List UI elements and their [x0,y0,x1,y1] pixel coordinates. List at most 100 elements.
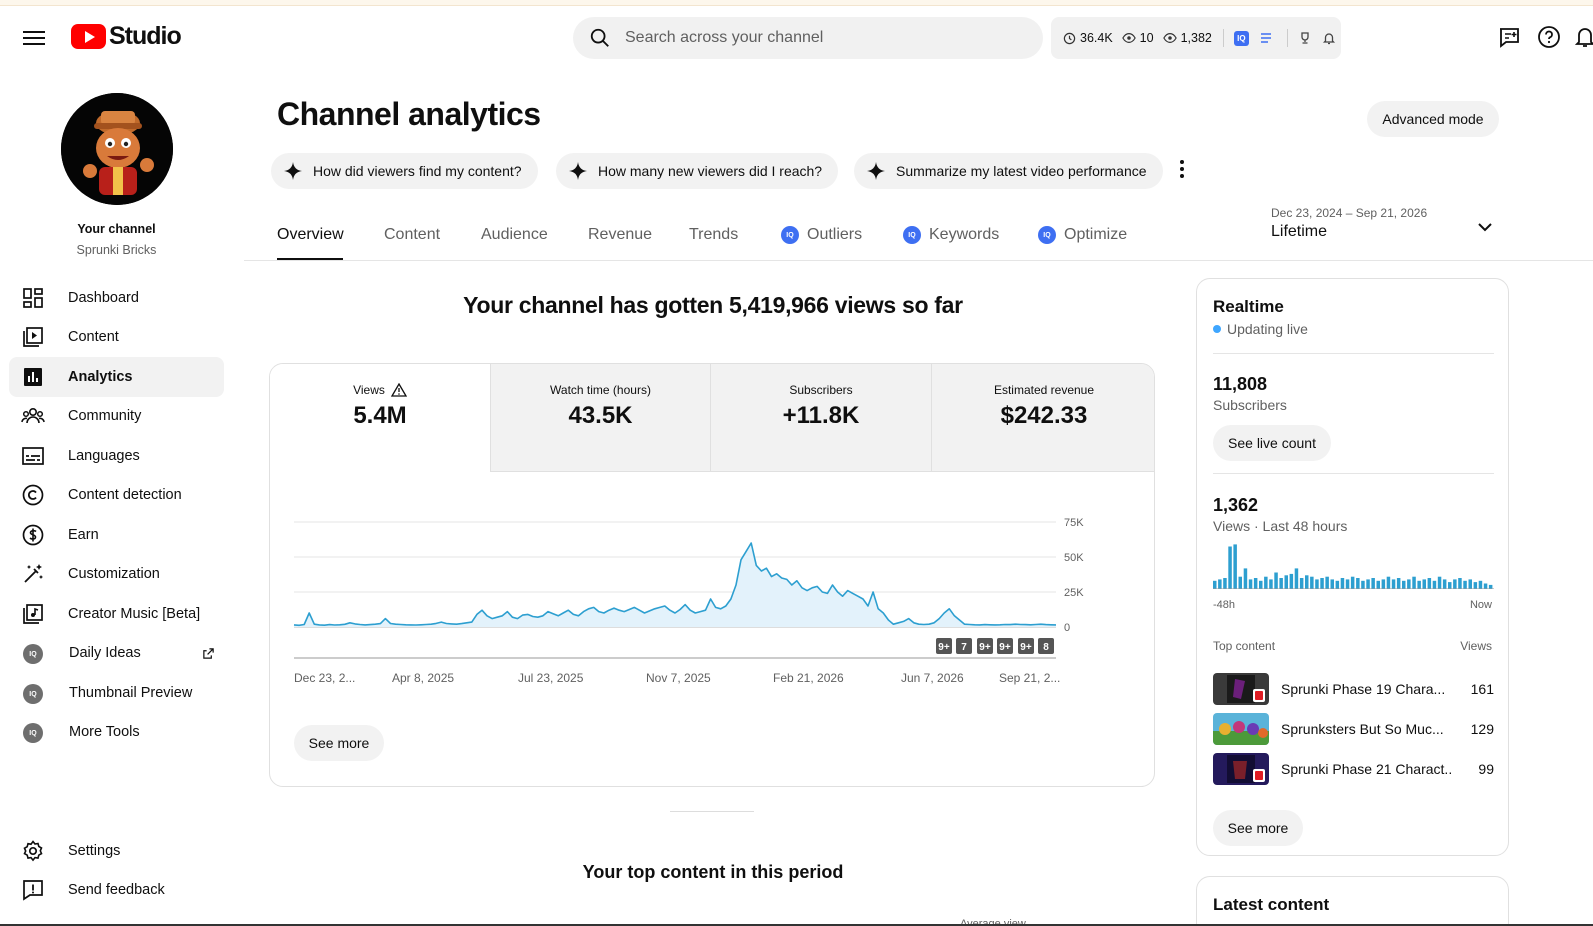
sidebar-item-thumbnail-preview[interactable]: IQ Thumbnail Preview [9,673,224,713]
metric-tab-revenue[interactable]: Estimated revenue $242.33 [931,364,1154,472]
sidebar-item-more-tools[interactable]: IQ More Tools [9,712,224,752]
create-icon[interactable] [1497,25,1521,49]
extension-stats-bar[interactable]: 36.4K 10 1,382 IQ [1051,17,1341,59]
tab-overview[interactable]: Overview [277,226,344,243]
metric-tab-views[interactable]: Views 5.4M [270,364,490,472]
mini-bar [1381,579,1386,589]
sidebar-item-earn[interactable]: Earn [9,515,224,555]
x-tick-label: Dec 23, 2... [294,671,355,685]
vidiq-icon[interactable]: IQ [1233,30,1249,46]
series-line [293,542,1057,627]
views-chart[interactable]: 75K 50K 25K 0 9+ 7 9+ 9+ 9+ 8 Dec 23, 2... Apr 8, 2… [270,472,1154,702]
see-more-button[interactable]: See more [294,725,384,761]
realtime-mini-chart[interactable] [1213,541,1494,589]
tab-outliers[interactable]: IQ Outliers [781,226,862,244]
views-headline: Your channel has gotten 5,419,966 views … [463,292,963,318]
sparkle-icon [569,162,587,180]
top-content-row[interactable]: Sprunki Phase 19 Chara... 161 [1213,673,1494,705]
mini-bar [1345,579,1350,589]
sidebar-item-content[interactable]: Content [9,317,224,357]
external-link-icon [203,648,214,659]
suggestion-chip[interactable]: Summarize my latest video performance [854,153,1163,189]
mini-bar [1402,580,1406,589]
tab-optimize[interactable]: IQ Optimize [1038,226,1127,244]
metric-tab-watch-time[interactable]: Watch time (hours) 43.5K [490,364,710,472]
video-thumbnail [1213,673,1269,705]
help-icon[interactable] [1537,25,1561,49]
tab-content[interactable]: Content [384,226,441,243]
sidebar-item-dashboard[interactable]: Dashboard [9,278,224,318]
trophy-icon[interactable] [1298,31,1312,45]
tab-keywords[interactable]: IQ Keywords [903,226,999,244]
mini-bar [1269,579,1273,589]
top-content-row[interactable]: Sprunki Phase 21 Charact... 99 [1213,753,1494,785]
mini-bar [1407,579,1411,589]
chevron-down-icon[interactable] [1476,218,1494,236]
sidebar-item-settings[interactable]: Settings [9,831,224,871]
realtime-subscribers-value: 11,808 [1213,374,1268,394]
sidebar-item-creator-music[interactable]: Creator Music [Beta] [9,594,224,634]
advanced-mode-button[interactable]: Advanced mode [1367,101,1499,137]
realtime-views-value: 1,362 [1213,495,1259,515]
search-input[interactable] [625,29,1005,47]
sidebar-item-analytics[interactable]: Analytics [9,357,224,397]
mini-bar [1478,580,1483,589]
search-bar[interactable] [573,17,1043,59]
sidebar-item-label: Languages [68,448,140,464]
sidebar-item-label: Send feedback [68,882,165,898]
suggestion-chip[interactable]: How did viewers find my content? [271,153,538,189]
suggestion-chip[interactable]: How many new viewers did I reach? [556,153,839,189]
mini-bar [1233,544,1237,589]
see-live-count-button[interactable]: See live count [1213,425,1331,461]
mini-bar [1468,579,1472,589]
channel-name[interactable]: Sprunki Bricks [76,243,157,257]
realtime-see-more-button[interactable]: See more [1213,810,1303,846]
mini-bar [1218,579,1222,589]
mini-bar [1386,576,1391,589]
video-badge-label: 9+ [979,642,991,653]
live-stat: 10 [1121,31,1154,45]
video-views: 99 [1478,761,1494,777]
sidebar-item-community[interactable]: Community [9,396,224,436]
mini-bar [1289,573,1294,589]
sidebar-item-label: More Tools [69,724,140,740]
sidebar-item-send-feedback[interactable]: Send feedback [9,870,224,910]
mini-bar [1432,580,1437,589]
menu-icon[interactable] [22,28,46,48]
metric-tab-subscribers[interactable]: Subscribers +11.8K [710,364,931,472]
mini-bar [1315,579,1319,589]
date-range[interactable]: Dec 23, 2024 – Sep 21, 2026 [1271,206,1428,220]
video-badge [936,638,952,654]
sidebar-item-daily-ideas[interactable]: IQ Daily Ideas [9,633,224,673]
mini-bar [1442,579,1447,589]
mini-bar [1361,580,1365,589]
sidebar-item-content-detection[interactable]: Content detection [9,475,224,515]
average-view-header: Average view [960,918,1026,926]
top-accent-line [0,0,1593,6]
sidebar-item-label: Daily Ideas [69,645,141,661]
window-bottom-edge [0,924,1593,926]
tab-revenue[interactable]: Revenue [588,226,653,243]
studio-logo[interactable]: Studio [71,22,182,51]
video-title: Sprunki Phase 21 Charact... [1281,761,1451,777]
notification-bell-icon[interactable] [1575,25,1593,49]
tab-trends[interactable]: Trends [689,226,739,243]
metric-label: Views [270,383,490,397]
more-options-icon[interactable] [1178,158,1186,184]
sidebar-item-customization[interactable]: Customization [9,554,224,594]
list-icon[interactable] [1259,31,1273,45]
metrics-card: Views 5.4M Watch time (hours) 43.5K Subs… [269,363,1155,787]
your-channel-label: Your channel [77,222,156,236]
sidebar-item-languages[interactable]: Languages [9,436,224,476]
mini-bar [1473,582,1478,589]
divider [1213,473,1494,474]
chip-label: How many new viewers did I reach? [598,163,823,179]
top-content-row[interactable]: Sprunksters But So Muc... 129 [1213,713,1494,745]
avatar[interactable] [61,93,173,205]
video-thumbnail [1213,753,1269,785]
mini-bar [1248,579,1253,589]
tab-audience[interactable]: Audience [481,226,548,243]
metric-label: Subscribers [789,383,853,397]
bell-icon[interactable] [1322,31,1336,45]
date-period-label[interactable]: Lifetime [1271,223,1328,240]
